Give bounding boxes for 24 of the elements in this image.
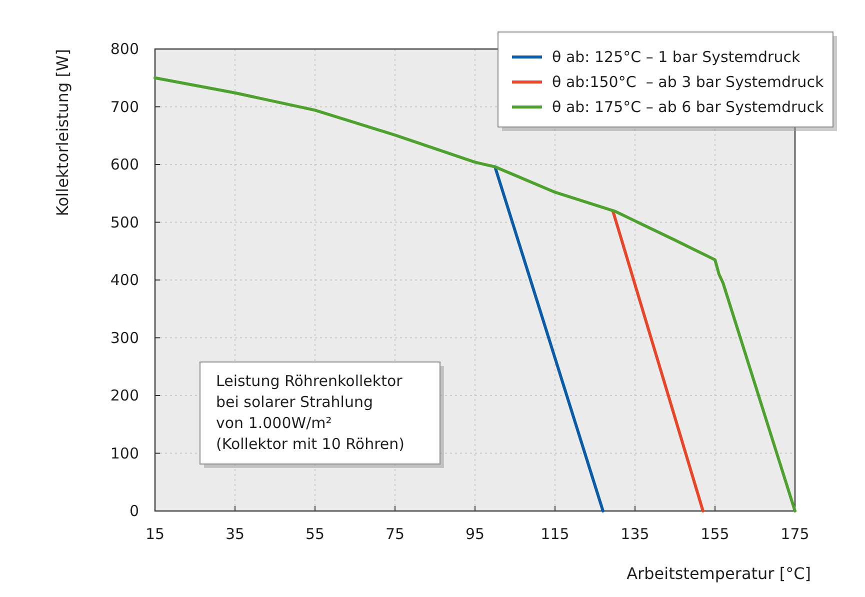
annotation: Leistung Röhrenkollektor bei solarer Strahlung von 1.000W/m² (Kollektor mit 10 Röhren) xyxy=(216,372,405,453)
legend-label: θ ab: 125°C – 1 bar Systemdruck xyxy=(552,48,800,66)
x-tick-label: 135 xyxy=(620,525,650,543)
y-tick-label: 500 xyxy=(110,213,139,232)
y-tick-label: 700 xyxy=(110,98,139,116)
y-tick-label: 100 xyxy=(110,444,139,462)
x-tick-label: 35 xyxy=(225,525,245,543)
y-tick-label: 300 xyxy=(110,328,139,347)
y-axis-title: Kollektorleistung [W] xyxy=(53,49,72,216)
x-tick-label: 95 xyxy=(465,525,485,543)
y-tick-label: 0 xyxy=(129,502,139,520)
x-tick-label: 75 xyxy=(385,525,405,543)
y-tick-label: 600 xyxy=(110,156,139,174)
legend-label: θ ab: 175°C – ab 6 bar Systemdruck xyxy=(552,98,824,116)
x-tick-label: 175 xyxy=(780,525,810,543)
x-tick-label: 15 xyxy=(145,525,165,543)
legend-label: θ ab:150°C – ab 3 bar Systemdruck xyxy=(552,73,824,91)
y-tick-label: 400 xyxy=(110,271,139,289)
x-tick-label: 155 xyxy=(700,525,730,543)
x-axis-title: Arbeitstemperatur [°C] xyxy=(626,564,811,583)
y-tick-label: 200 xyxy=(110,386,139,404)
x-tick-label: 55 xyxy=(305,525,325,543)
x-tick-label: 115 xyxy=(540,525,570,543)
y-tick-label: 800 xyxy=(110,40,139,58)
